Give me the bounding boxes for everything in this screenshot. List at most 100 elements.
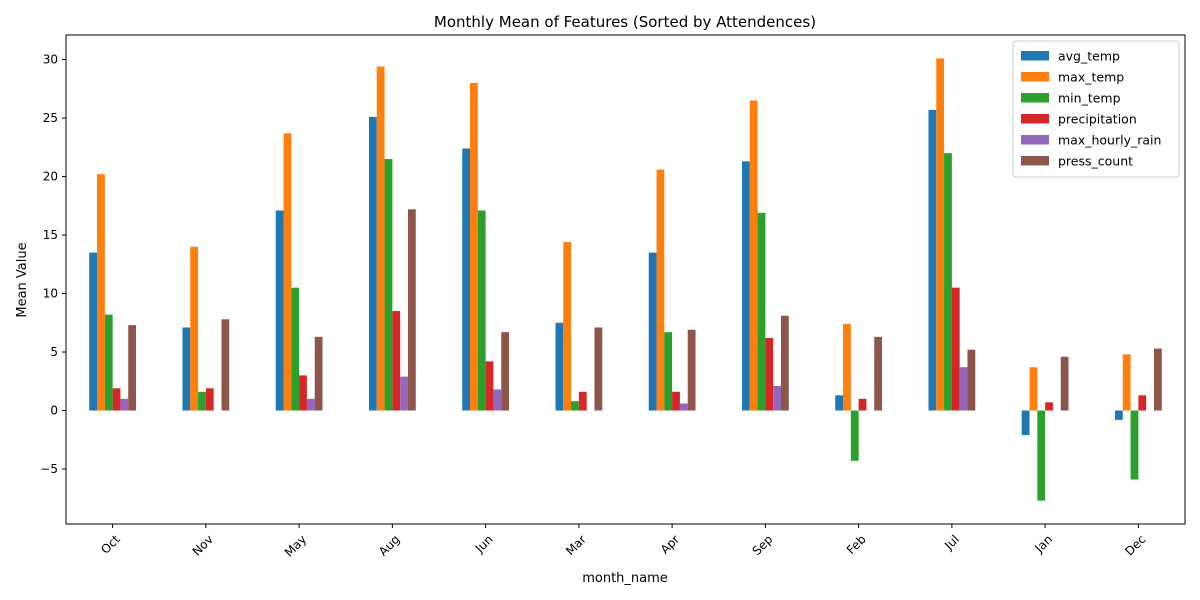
bar-avg_temp-Feb (835, 395, 844, 411)
bar-max_temp-Nov (190, 246, 199, 411)
bar-max_temp-Feb (843, 323, 851, 411)
bar-max_hourly_rain-Jul (959, 367, 968, 411)
bar-max_hourly_rain-Sep (773, 385, 781, 411)
bar-press_count-Nov (221, 319, 230, 411)
bar-avg_temp-Mar (555, 322, 564, 411)
bar-max_temp-May (283, 133, 292, 411)
x-tick-label: Mar (563, 532, 589, 558)
y-tick-label: 25 (43, 111, 58, 125)
x-tick-label: Apr (658, 532, 683, 557)
x-tick-label: May (282, 532, 309, 559)
bar-max_temp-Mar (563, 242, 572, 411)
bar-avg_temp-Apr (648, 252, 657, 411)
x-tick-label: Nov (190, 532, 216, 558)
y-tick-label: 5 (50, 345, 58, 359)
bar-min_temp-Feb (850, 410, 859, 461)
bar-avg_temp-Jan (1021, 410, 1030, 436)
bar-min_temp-Mar (571, 401, 579, 411)
y-tick-label: 0 (50, 404, 58, 418)
bars-group (89, 58, 1162, 501)
bar-max_hourly_rain-May (306, 398, 315, 411)
bar-avg_temp-Jul (928, 109, 937, 411)
x-tick-label: Jul (941, 532, 962, 553)
bar-press_count-Mar (594, 327, 603, 411)
bar-max_temp-Jun (470, 82, 478, 411)
bar-min_temp-Nov (198, 391, 206, 411)
x-ticks: Oct Nov May Aug Jun Mar Apr Sep Feb Jul Jan Dec (98, 524, 1148, 560)
bar-press_count-May (314, 336, 323, 411)
legend-label-min_temp: min_temp (1058, 91, 1121, 106)
legend: avg_temp max_temp min_temp precipitation max… (1012, 40, 1180, 178)
x-tick-label: Jan (1032, 532, 1056, 556)
legend-swatch-max_hourly_rain (1021, 135, 1049, 145)
bar-precipitation-Mar (578, 391, 587, 411)
bar-precipitation-Jul (951, 287, 960, 411)
bar-max_temp-Jan (1029, 367, 1038, 411)
bar-precipitation-Nov (205, 388, 214, 411)
y-tick-label: 30 (43, 53, 58, 67)
bar-press_count-Jan (1060, 356, 1069, 411)
bar-min_temp-Aug (384, 159, 393, 411)
bar-avg_temp-Nov (182, 327, 191, 411)
bar-precipitation-Oct (112, 388, 121, 411)
bar-press_count-Feb (874, 336, 883, 411)
bar-min_temp-Jun (477, 210, 486, 411)
y-axis-label: Mean Value (15, 242, 30, 317)
legend-label-press_count: press_count (1058, 154, 1133, 169)
bar-precipitation-Dec (1138, 395, 1147, 411)
x-tick-label: Jun (472, 532, 496, 556)
legend-box (1012, 40, 1180, 178)
bar-press_count-Jun (501, 332, 510, 411)
x-tick-label: Aug (376, 532, 402, 558)
bar-precipitation-Feb (858, 398, 867, 411)
bar-max_hourly_rain-Apr (679, 403, 688, 411)
y-tick-label: 20 (43, 170, 58, 184)
bar-max_hourly_rain-Jun (493, 389, 502, 411)
y-tick-label: −5 (40, 462, 58, 476)
bar-min_temp-May (291, 287, 300, 411)
bar-max_temp-Aug (376, 66, 385, 411)
bar-precipitation-May (299, 375, 307, 411)
bar-avg_temp-May (275, 210, 284, 411)
bar-avg_temp-Aug (368, 116, 377, 411)
y-tick-label: 15 (43, 228, 58, 242)
bar-min_temp-Dec (1130, 410, 1139, 480)
bar-press_count-Dec (1153, 348, 1162, 411)
x-tick-label: Dec (1122, 532, 1148, 558)
bar-max_hourly_rain-Aug (400, 376, 408, 411)
x-tick-label: Sep (750, 532, 776, 558)
bar-precipitation-Sep (765, 337, 774, 411)
plot-frame (65, 34, 1186, 525)
bar-precipitation-Jun (485, 361, 494, 411)
bar-max_temp-Oct (97, 174, 105, 411)
legend-swatch-precipitation (1021, 114, 1049, 124)
bar-min_temp-Jan (1037, 410, 1046, 501)
bar-precipitation-Aug (392, 311, 401, 411)
bar-press_count-Jul (967, 349, 976, 411)
bar-min_temp-Sep (757, 212, 766, 411)
bar-max_temp-Jul (936, 58, 945, 411)
bar-precipitation-Jan (1045, 402, 1053, 411)
bar-press_count-Oct (128, 325, 137, 411)
x-axis-label: month_name (582, 571, 668, 586)
bar-avg_temp-Oct (89, 252, 98, 411)
bar-max_temp-Sep (749, 100, 758, 411)
bar-precipitation-Apr (672, 391, 680, 411)
x-tick-label: Feb (844, 532, 869, 557)
legend-label-max_hourly_rain: max_hourly_rain (1058, 133, 1161, 148)
legend-label-max_temp: max_temp (1058, 70, 1124, 85)
legend-swatch-avg_temp (1021, 51, 1049, 61)
y-ticks: −5 0 5 10 15 20 25 30 (40, 53, 66, 476)
bar-avg_temp-Dec (1114, 410, 1123, 420)
bar-press_count-Sep (780, 315, 789, 411)
bar-min_temp-Oct (104, 314, 113, 411)
bar-press_count-Aug (407, 209, 416, 411)
legend-swatch-max_temp (1021, 72, 1049, 82)
bar-min_temp-Apr (664, 332, 673, 411)
legend-swatch-min_temp (1021, 93, 1049, 103)
legend-swatch-press_count (1021, 156, 1049, 166)
bar-min_temp-Jul (944, 153, 952, 411)
chart-title: Monthly Mean of Features (Sorted by Atte… (434, 13, 816, 31)
bar-max_temp-Apr (656, 169, 665, 411)
